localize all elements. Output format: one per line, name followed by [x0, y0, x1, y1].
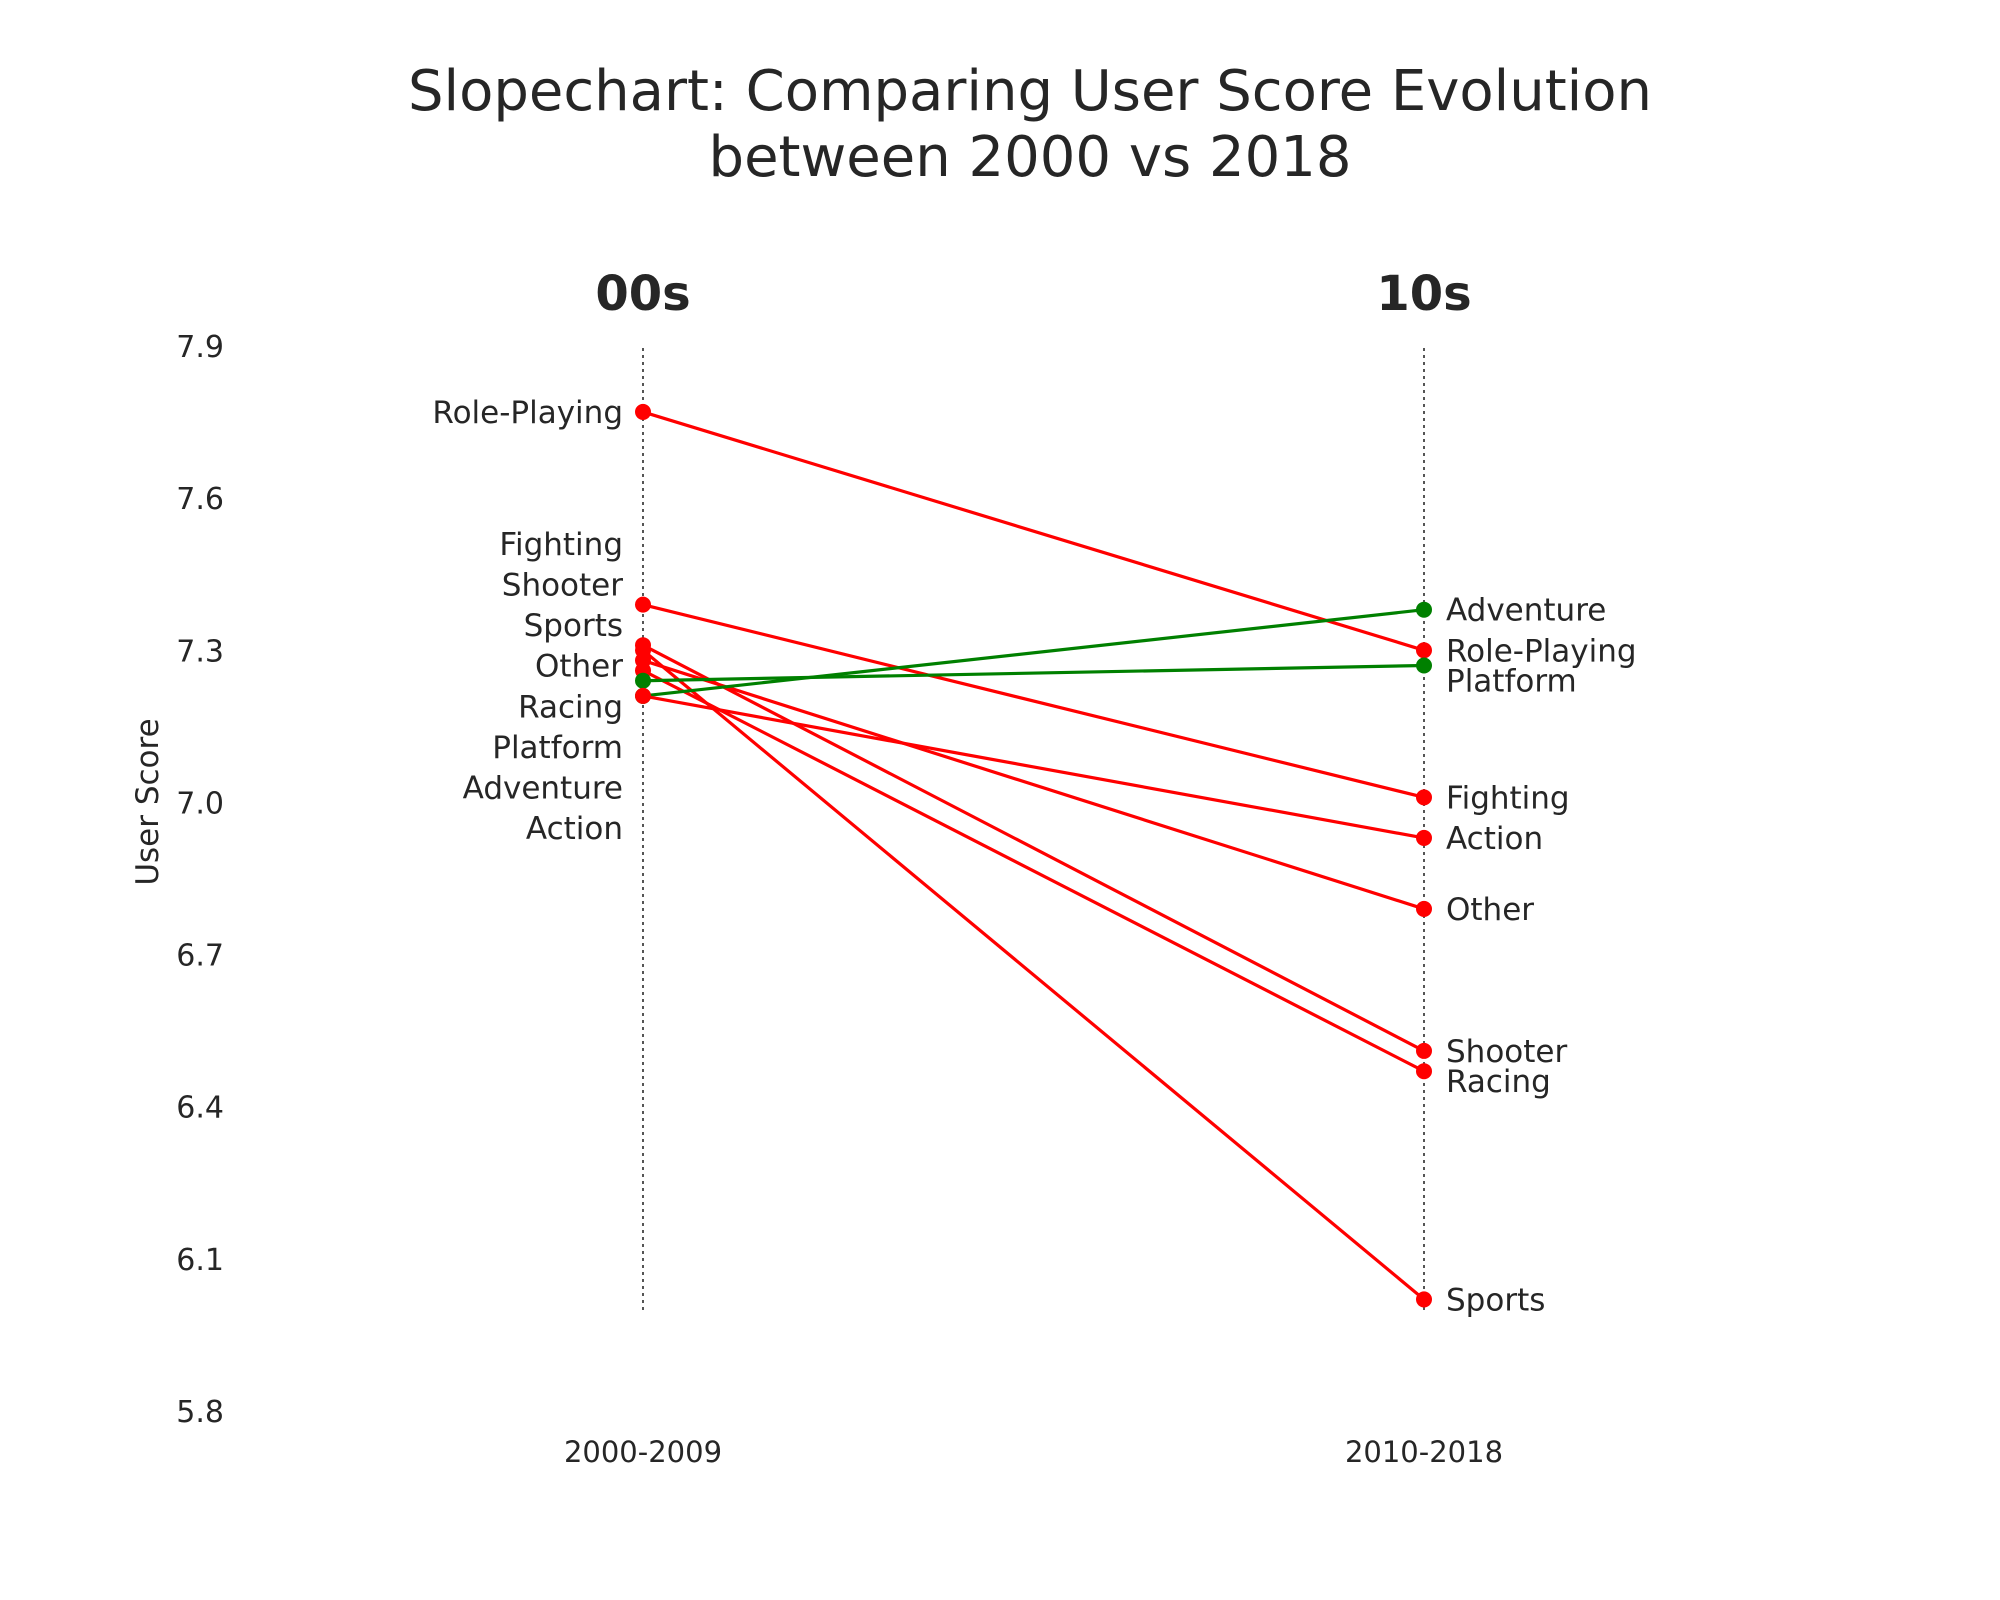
slope-line-action — [642, 694, 1425, 840]
left-label-role-playing: Role-Playing — [432, 395, 623, 431]
point-2000-2009-role-playing — [635, 403, 651, 420]
y-tick-label: 7.3 — [176, 634, 224, 669]
data-points — [635, 403, 1432, 1308]
right-label-adventure: Adventure — [1446, 593, 1606, 629]
point-2010-2018-shooter — [1416, 1042, 1432, 1059]
left-label-platform: Platform — [492, 730, 623, 766]
chart-title-line-2: between 2000 vs 2018 — [709, 125, 1352, 190]
y-tick-label: 7.6 — [176, 482, 224, 517]
y-tick-label: 6.7 — [176, 939, 224, 974]
y-tick-label: 6.1 — [176, 1243, 224, 1278]
right-label-racing: Racing — [1446, 1064, 1551, 1100]
slope-line-other — [642, 658, 1425, 911]
point-2010-2018-adventure — [1416, 601, 1432, 618]
point-2000-2009-platform — [635, 672, 651, 689]
left-label-adventure: Adventure — [463, 771, 623, 807]
slope-line-fighting — [642, 603, 1425, 799]
right-label-platform: Platform — [1446, 663, 1577, 699]
left-label-sports: Sports — [524, 608, 623, 644]
slope-line-racing — [642, 669, 1425, 1073]
right-label-action: Action — [1446, 821, 1543, 857]
left-label-action: Action — [526, 811, 623, 847]
x-tick-right: 2010-2018 — [1345, 1435, 1503, 1469]
slope-line-platform — [642, 663, 1425, 683]
column-header-right: 10s — [1376, 266, 1471, 322]
y-tick-label: 7.0 — [176, 786, 224, 821]
right-label-other: Other — [1446, 892, 1534, 928]
y-ticks: 5.8 6.1 6.4 6.7 7.0 7.3 7.6 7.9 — [176, 330, 224, 1430]
y-tick-label: 5.8 — [176, 1395, 224, 1430]
left-label-fighting: Fighting — [499, 527, 623, 563]
point-2010-2018-other — [1416, 900, 1432, 917]
point-2000-2009-action — [635, 687, 651, 704]
point-2010-2018-platform — [1416, 657, 1432, 674]
slope-line-shooter — [642, 643, 1425, 1053]
column-header-left: 00s — [595, 266, 690, 322]
left-label-shooter: Shooter — [502, 568, 623, 604]
slope-line-role-playing — [642, 410, 1425, 652]
right-label-role-playing: Role-Playing — [1446, 633, 1637, 669]
left-labels: Role-Playing Fighting Shooter Sports Other Ra… — [432, 395, 623, 847]
point-2000-2009-fighting — [635, 596, 651, 613]
point-2010-2018-sports — [1416, 1291, 1432, 1308]
left-label-racing: Racing — [518, 689, 623, 725]
right-label-sports: Sports — [1446, 1282, 1545, 1318]
slope-lines — [641, 410, 1426, 1301]
x-tick-left: 2000-2009 — [564, 1435, 722, 1469]
right-label-fighting: Fighting — [1446, 780, 1570, 816]
point-2010-2018-action — [1416, 829, 1432, 846]
slope-line-adventure — [642, 608, 1425, 698]
left-label-other: Other — [535, 649, 623, 685]
point-2010-2018-racing — [1416, 1063, 1432, 1080]
y-tick-label: 7.9 — [176, 330, 224, 365]
point-2010-2018-fighting — [1416, 789, 1432, 806]
right-label-shooter: Shooter — [1446, 1034, 1567, 1070]
y-axis-label: User Score — [130, 718, 166, 885]
point-2010-2018-role-playing — [1416, 642, 1432, 659]
y-tick-label: 6.4 — [176, 1091, 224, 1126]
slope-line-sports — [641, 649, 1426, 1301]
chart-title-line-1: Slopechart: Comparing User Score Evoluti… — [408, 59, 1652, 124]
